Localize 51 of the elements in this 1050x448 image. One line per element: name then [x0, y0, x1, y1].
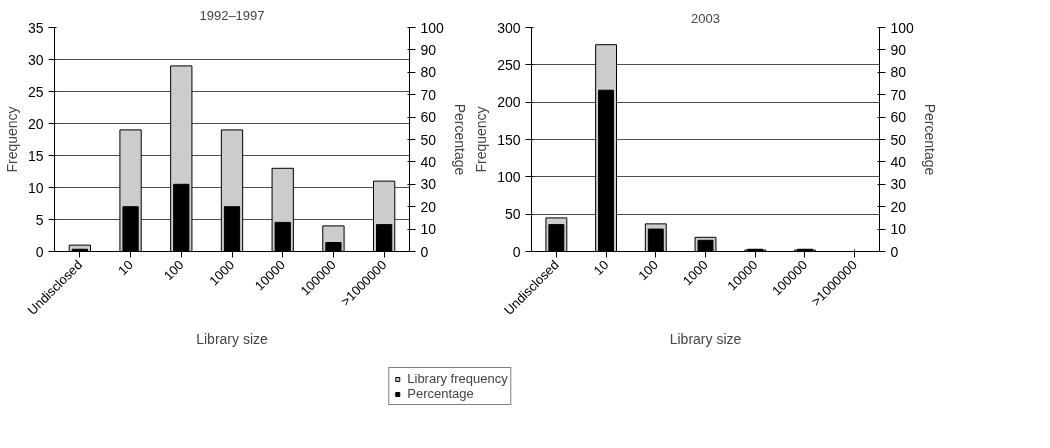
x-axis-title: Library size	[196, 331, 268, 348]
y2-tick-label: 10	[420, 221, 437, 238]
x-axis-title: Library size	[669, 331, 742, 348]
x-tick-label: 10	[590, 257, 612, 279]
y-tick-label: 0	[512, 243, 521, 260]
y2-tick-label: 70	[420, 86, 437, 103]
y2-axis-title: Percentage	[921, 103, 938, 176]
y2-tick-label: 90	[890, 41, 907, 58]
chart-title: 2003	[691, 10, 720, 26]
y2-tick-label: 10	[890, 221, 907, 238]
y2-tick-label: 100	[420, 19, 445, 36]
y2-tick-label: 70	[890, 86, 907, 103]
y-tick-label: 15	[27, 147, 44, 164]
y2-tick-label: 80	[890, 64, 907, 81]
y-axis-title: Frequency	[3, 106, 20, 173]
y2-tick-label: 60	[890, 109, 907, 126]
y2-tick-label: 60	[420, 109, 437, 126]
y2-tick-label: 30	[890, 176, 907, 193]
y-tick-label: 0	[35, 243, 44, 260]
y2-tick-label: 90	[420, 41, 437, 58]
y2-tick-label: 0	[420, 243, 429, 260]
y-tick-label: 150	[497, 131, 521, 148]
y2-tick-label: 20	[420, 198, 437, 215]
y-tick-label: 10	[27, 179, 44, 196]
y-tick-label: 300	[497, 19, 521, 36]
y2-tick-label: 40	[890, 153, 907, 170]
legend-label: Library frequency	[407, 371, 508, 386]
y2-tick-label: 80	[420, 64, 437, 81]
y-tick-label: 250	[497, 56, 521, 73]
y-tick-label: 20	[27, 115, 44, 132]
y-tick-label: 50	[504, 206, 521, 223]
x-tick-label: 100	[635, 257, 662, 284]
y2-tick-label: 0	[890, 243, 899, 260]
y2-tick-label: 20	[890, 198, 907, 215]
y2-axis-title: Percentage	[451, 103, 468, 176]
y-tick-label: 35	[27, 19, 44, 36]
y-tick-label: 200	[497, 94, 521, 111]
y-tick-label: 100	[497, 168, 521, 185]
chart-title: 1992–1997	[199, 7, 265, 23]
y2-tick-label: 40	[420, 153, 437, 170]
y-axis-title: Frequency	[473, 106, 490, 173]
y-tick-label: 25	[27, 83, 44, 100]
y2-tick-label: 30	[420, 176, 437, 193]
x-tick-label: 100	[160, 257, 187, 284]
y2-tick-label: 100	[890, 19, 915, 36]
y-tick-label: 5	[35, 211, 44, 228]
y2-tick-label: 50	[890, 131, 907, 148]
x-tick-label: 10	[115, 257, 136, 279]
y2-tick-label: 50	[420, 131, 437, 148]
y-tick-label: 30	[27, 51, 44, 68]
legend-label: Percentage	[407, 386, 474, 401]
